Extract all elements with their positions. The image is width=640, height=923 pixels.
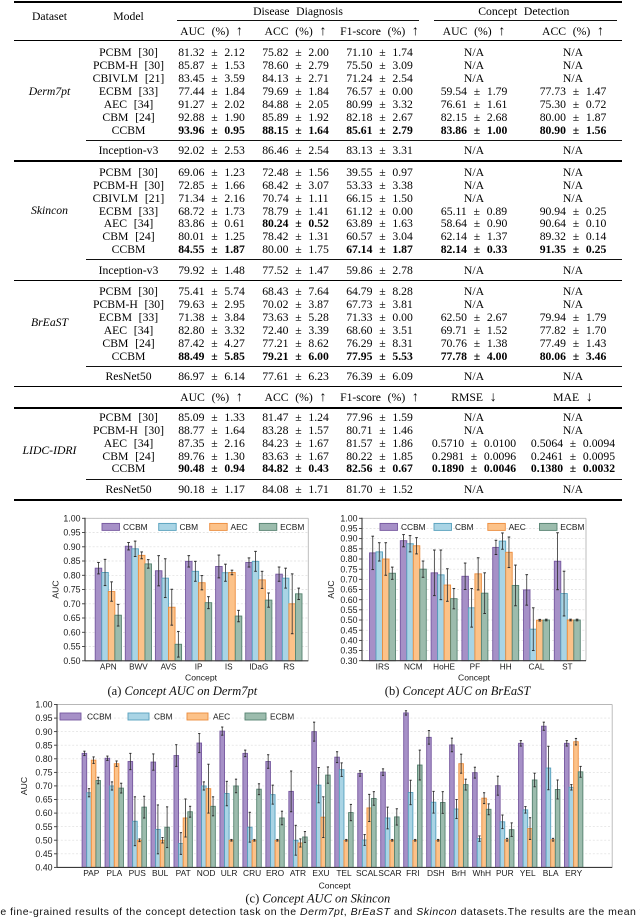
svg-text:ST: ST [562, 662, 572, 671]
svg-text:HH: HH [500, 662, 512, 671]
svg-text:Concept: Concept [319, 881, 352, 891]
svg-text:CBM: CBM [154, 712, 173, 722]
svg-text:0.65: 0.65 [35, 795, 52, 805]
svg-text:0.55: 0.55 [35, 822, 52, 832]
svg-text:AEC: AEC [231, 522, 248, 532]
svg-text:AVS: AVS [161, 662, 177, 671]
svg-text:APN: APN [100, 662, 117, 671]
svg-text:AEC: AEC [213, 712, 230, 722]
svg-text:ERO: ERO [266, 868, 285, 878]
svg-text:ULR: ULR [221, 868, 238, 878]
svg-text:0.75: 0.75 [340, 564, 357, 574]
svg-text:0.60: 0.60 [340, 595, 357, 605]
svg-text:AUC: AUC [19, 777, 29, 795]
svg-text:TEL: TEL [336, 868, 352, 878]
svg-text:RS: RS [283, 662, 295, 671]
svg-text:Concept: Concept [458, 673, 491, 683]
svg-text:SCAL: SCAL [356, 868, 378, 878]
svg-text:CCBM: CCBM [401, 522, 426, 532]
svg-text:(b) Concept AUC on BrEaST: (b) Concept AUC on BrEaST [385, 684, 532, 698]
svg-text:IS: IS [225, 662, 233, 671]
svg-text:0.45: 0.45 [340, 625, 357, 635]
svg-text:HoHE: HoHE [433, 662, 455, 671]
svg-text:0.80: 0.80 [35, 754, 52, 764]
svg-text:PUR: PUR [496, 868, 514, 878]
svg-text:0.75: 0.75 [63, 585, 80, 595]
svg-text:CBM: CBM [180, 522, 199, 532]
svg-text:ECBM: ECBM [560, 522, 584, 532]
svg-text:PUS: PUS [129, 868, 147, 878]
svg-text:CAL: CAL [529, 662, 545, 671]
svg-text:BUL: BUL [152, 868, 169, 878]
svg-text:0.45: 0.45 [35, 849, 52, 859]
svg-text:IP: IP [195, 662, 203, 671]
svg-text:CCBM: CCBM [123, 522, 148, 532]
svg-text:PAP: PAP [83, 868, 100, 878]
svg-text:BLA: BLA [543, 868, 559, 878]
svg-text:AEC: AEC [509, 522, 526, 532]
svg-text:0.85: 0.85 [340, 544, 357, 554]
svg-text:0.95: 0.95 [63, 528, 80, 538]
svg-text:0.90: 0.90 [340, 534, 357, 544]
svg-text:ATR: ATR [290, 868, 306, 878]
svg-text:0.65: 0.65 [340, 585, 357, 595]
svg-text:0.30: 0.30 [340, 656, 357, 666]
svg-text:0.90: 0.90 [35, 727, 52, 737]
svg-text:CCBM: CCBM [87, 712, 112, 722]
svg-text:0.75: 0.75 [35, 768, 52, 778]
svg-text:0.80: 0.80 [340, 554, 357, 564]
svg-text:PF: PF [470, 662, 480, 671]
svg-text:CRU: CRU [243, 868, 261, 878]
svg-text:ECBM: ECBM [270, 712, 294, 722]
svg-text:0.95: 0.95 [340, 524, 357, 534]
svg-text:FRI: FRI [406, 868, 420, 878]
svg-text:0.60: 0.60 [63, 627, 80, 637]
svg-text:0.70: 0.70 [63, 599, 80, 609]
svg-text:IRS: IRS [376, 662, 390, 671]
svg-text:PAT: PAT [176, 868, 191, 878]
svg-text:EXU: EXU [312, 868, 329, 878]
svg-text:(a) Concept AUC on Derm7pt: (a) Concept AUC on Derm7pt [108, 684, 258, 698]
svg-text:1.00: 1.00 [63, 513, 80, 523]
svg-text:0.50: 0.50 [63, 656, 80, 666]
svg-text:0.70: 0.70 [340, 574, 357, 584]
svg-text:CBM: CBM [455, 522, 474, 532]
svg-text:0.65: 0.65 [63, 613, 80, 623]
svg-text:1.00: 1.00 [35, 700, 52, 710]
svg-text:(c) Concept AUC on Skincon: (c) Concept AUC on Skincon [245, 892, 390, 906]
svg-text:SCAR: SCAR [378, 868, 401, 878]
svg-text:0.35: 0.35 [340, 646, 357, 656]
svg-text:DSH: DSH [427, 868, 445, 878]
svg-text:0.95: 0.95 [35, 713, 52, 723]
svg-text:0.50: 0.50 [35, 835, 52, 845]
svg-text:BrH: BrH [452, 868, 466, 878]
svg-text:0.60: 0.60 [35, 808, 52, 818]
svg-text:0.50: 0.50 [340, 615, 357, 625]
svg-text:YEL: YEL [520, 868, 536, 878]
svg-text:0.80: 0.80 [63, 570, 80, 580]
svg-text:0.85: 0.85 [35, 740, 52, 750]
svg-text:IDaG: IDaG [249, 662, 268, 671]
svg-text:0.40: 0.40 [340, 636, 357, 646]
svg-text:Concept: Concept [185, 673, 218, 683]
svg-text:1.00: 1.00 [340, 513, 357, 523]
svg-text:ERY: ERY [565, 868, 582, 878]
svg-text:NOD: NOD [197, 868, 216, 878]
svg-text:NCM: NCM [404, 662, 423, 671]
svg-text:AUC: AUC [326, 580, 336, 598]
svg-text:0.40: 0.40 [35, 863, 52, 873]
svg-text:AUC: AUC [51, 580, 61, 598]
svg-text:BWV: BWV [129, 662, 148, 671]
svg-text:0.90: 0.90 [63, 542, 80, 552]
svg-text:0.85: 0.85 [63, 556, 80, 566]
svg-text:0.70: 0.70 [35, 781, 52, 791]
svg-text:WhH: WhH [472, 868, 491, 878]
svg-text:ECBM: ECBM [280, 522, 304, 532]
svg-text:0.55: 0.55 [340, 605, 357, 615]
svg-text:PLA: PLA [106, 868, 122, 878]
svg-text:0.55: 0.55 [63, 642, 80, 652]
